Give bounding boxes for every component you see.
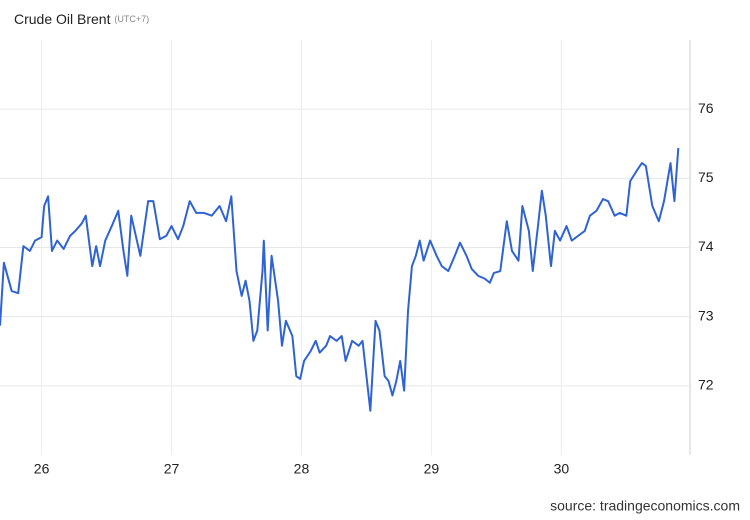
x-tick-label: 26	[34, 461, 50, 477]
x-tick-label: 28	[294, 461, 310, 477]
price-line	[0, 147, 680, 412]
title: Crude Oil Brent	[14, 11, 111, 27]
y-tick-label: 72	[698, 377, 714, 393]
x-tick-label: 27	[164, 461, 180, 477]
x-tick-label: 30	[554, 461, 570, 477]
source: source: tradingeconomics.com	[550, 498, 740, 514]
subtitle: (UTC+7)	[114, 14, 149, 24]
y-tick-label: 76	[698, 100, 714, 116]
chart-title: Crude Oil Brent (UTC+7)	[14, 11, 149, 27]
y-tick-label: 73	[698, 307, 714, 323]
y-tick-label: 75	[698, 169, 714, 185]
x-tick-label: 29	[424, 461, 440, 477]
y-tick-label: 74	[698, 238, 714, 254]
